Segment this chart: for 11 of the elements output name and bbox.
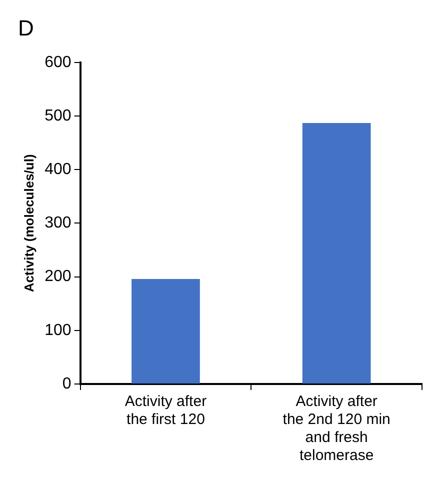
chart-title: D — [18, 15, 34, 40]
y-tick-label: 200 — [44, 268, 72, 286]
x-tick-label: Activity after the 2nd 120 min and fresh telomerase — [282, 393, 390, 464]
y-tick-label: 0 — [62, 375, 72, 392]
x-tick-label: Activity after the first 120 — [124, 393, 207, 428]
y-tick-label: 300 — [44, 214, 72, 232]
y-tick-label: 500 — [44, 107, 72, 124]
y-axis-title: Activity (molecules/ul) — [21, 154, 36, 292]
y-tick-label: 400 — [44, 161, 72, 178]
y-tick-label: 600 — [44, 54, 72, 71]
y-tick-label: 100 — [44, 322, 72, 339]
